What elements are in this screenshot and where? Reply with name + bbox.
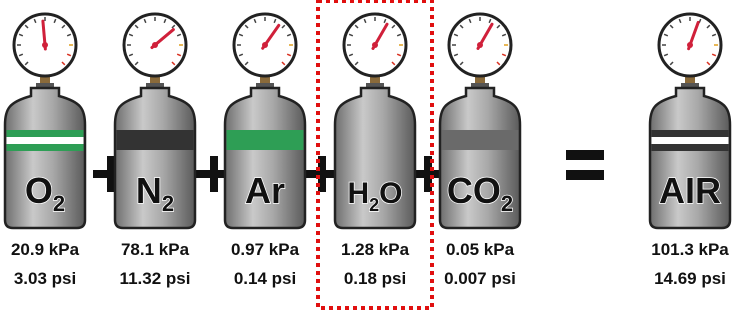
tank-band: [7, 144, 84, 151]
tank-band: [7, 130, 84, 137]
gas-label-part: AIR: [659, 170, 721, 211]
needle-hub: [477, 42, 483, 48]
needle-hub: [42, 42, 48, 48]
pressure-psi: 14.69 psi: [654, 269, 726, 288]
pressure-kpa: 0.05 kPa: [446, 240, 515, 259]
pressure-psi: 0.18 psi: [344, 269, 406, 288]
needle-hub: [687, 42, 693, 48]
tank-band: [117, 130, 194, 150]
tank-band: [652, 137, 729, 144]
tank-band: [227, 130, 304, 150]
tank: N2 78.1 kPa 11.32 psi: [115, 14, 195, 288]
gas-label: Ar: [245, 170, 285, 211]
tank: AIR 101.3 kPa 14.69 psi: [650, 14, 730, 288]
pressure-psi: 11.32 psi: [120, 269, 191, 288]
pressure-kpa: 78.1 kPa: [121, 240, 190, 259]
gas-label: AIR: [659, 170, 721, 211]
tank-band: [652, 130, 729, 137]
needle-hub: [372, 42, 378, 48]
needle-hub: [152, 42, 158, 48]
pressure-psi: 3.03 psi: [14, 269, 76, 288]
gas-label-part: Ar: [245, 170, 285, 211]
gas-label-part: 2: [162, 191, 174, 216]
tank: Ar 0.97 kPa 0.14 psi: [225, 14, 305, 288]
gas-label-part: 2: [501, 191, 513, 216]
equals-sign: [566, 150, 604, 180]
tank-band: [442, 130, 519, 150]
pressure-kpa: 0.97 kPa: [231, 240, 300, 259]
gas-label-part: CO: [447, 170, 501, 211]
tank: H2O 1.28 kPa 0.18 psi: [335, 14, 415, 288]
pressure-kpa: 1.28 kPa: [341, 240, 410, 259]
tank: O2 20.9 kPa 3.03 psi: [5, 14, 85, 288]
gas-label-part: 2: [369, 195, 379, 215]
gas-label-part: 2: [53, 191, 65, 216]
diagram: O220.9 kPa3.03 psiN278.1 kPa11.32 psiAr0…: [0, 0, 740, 310]
gas-label-part: O: [379, 177, 402, 210]
pressure-psi: 0.14 psi: [234, 269, 296, 288]
needle-hub: [262, 42, 268, 48]
pressure-kpa: 20.9 kPa: [11, 240, 80, 259]
pressure-psi: 0.007 psi: [444, 269, 516, 288]
tank: CO2 0.05 kPa 0.007 psi: [440, 14, 520, 288]
tank-band: [652, 144, 729, 151]
pressure-kpa: 101.3 kPa: [651, 240, 729, 259]
gas-label-part: N: [136, 170, 162, 211]
gas-label-part: O: [25, 170, 53, 211]
gas-label-part: H: [347, 177, 369, 210]
tank-band: [7, 137, 84, 144]
